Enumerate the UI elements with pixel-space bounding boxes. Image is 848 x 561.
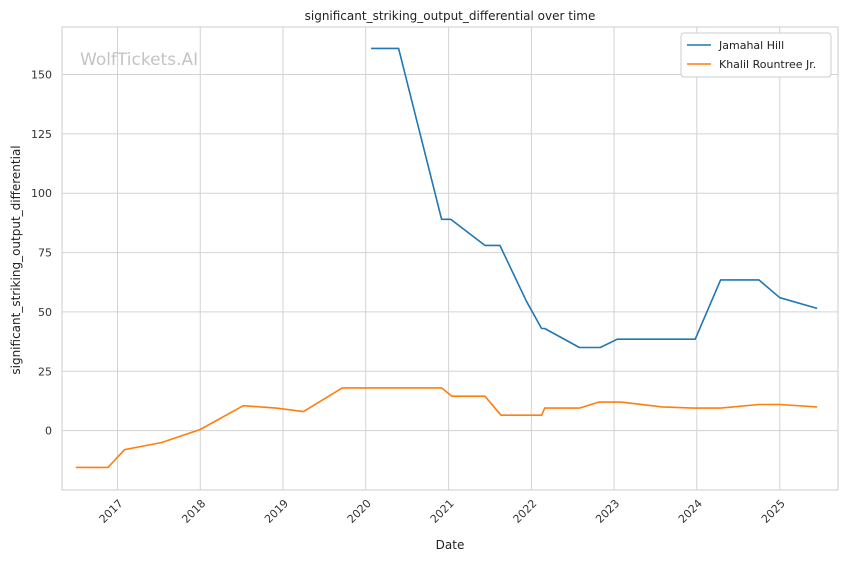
- legend-label-khalil-rountree: Khalil Rountree Jr.: [719, 58, 816, 71]
- chart-title: significant_striking_output_differential…: [305, 9, 596, 23]
- legend-label-jamahal-hill: Jamahal Hill: [718, 39, 784, 52]
- y-tick-label: 125: [31, 128, 52, 141]
- y-tick-label: 150: [31, 68, 52, 81]
- grid: [62, 27, 838, 490]
- legend-box: [680, 32, 832, 78]
- series-line-0: [371, 47, 818, 349]
- plot-area: [62, 27, 838, 490]
- y-axis-label: significant_striking_output_differential: [9, 145, 23, 374]
- y-tick-label: 50: [38, 306, 52, 319]
- y-tick-label: 25: [38, 365, 52, 378]
- x-axis-label: Date: [436, 538, 465, 552]
- series-lines: [75, 47, 818, 469]
- y-tick-label: 0: [45, 425, 52, 438]
- x-axis-ticks: 2017 2018 2019 2020 2021 2022 2023 2024 2025: [97, 497, 788, 526]
- y-tick-label: 75: [38, 247, 52, 260]
- plot-frame: [61, 26, 839, 491]
- series-line-1: [75, 387, 818, 469]
- watermark: WolfTickets.AI: [80, 50, 198, 70]
- y-axis-ticks: 0 25 50 75 100 125 150: [31, 68, 52, 437]
- legend: Jamahal Hill Khalil Rountree Jr.: [680, 32, 832, 78]
- y-tick-label: 100: [31, 187, 52, 200]
